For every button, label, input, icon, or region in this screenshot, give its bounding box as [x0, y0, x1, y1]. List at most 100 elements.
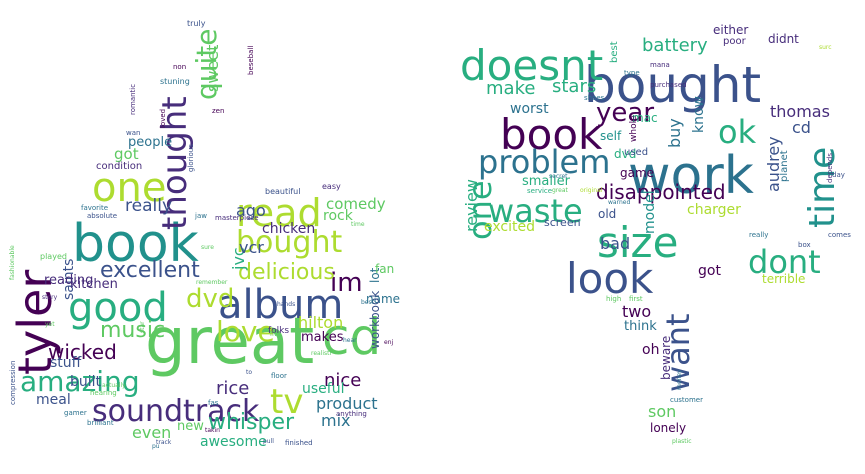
positive-word-cloud: book great good cd tyler album soundtrack one th… [0, 0, 432, 474]
cloud-word: first [629, 295, 643, 303]
cloud-word: cd [792, 118, 811, 137]
cloud-word: high [606, 295, 622, 303]
cloud-word: album [218, 282, 344, 328]
cloud-word: mana [650, 61, 670, 69]
cloud-word: two [622, 302, 652, 321]
cloud-word: make [486, 78, 536, 99]
cloud-word: old [598, 207, 617, 221]
cloud-word: hilton [298, 313, 344, 332]
cloud-word: wan [126, 129, 141, 137]
cloud-word: book [72, 214, 199, 274]
cloud-word: jaw [195, 212, 207, 220]
cloud-word: lonely [650, 421, 687, 435]
cloud-word: plastic [672, 438, 692, 445]
cloud-word: compression [9, 360, 17, 405]
cloud-word: kitchen [70, 277, 118, 292]
cloud-word: hear [343, 337, 357, 344]
cloud-word: know [691, 96, 707, 133]
cloud-word: great [552, 187, 568, 194]
cloud-word: loved [159, 108, 167, 128]
cloud-word: look [566, 254, 654, 303]
cloud-word: comes [828, 231, 851, 239]
cloud-word: secret [549, 173, 568, 180]
cloud-word: vcr [239, 238, 264, 257]
cloud-word: awesome [200, 434, 267, 450]
cloud-word: story [42, 294, 58, 301]
cloud-word: dvd [614, 147, 637, 161]
cloud-word: whisper [208, 410, 295, 435]
cloud-word: mac [632, 111, 658, 125]
cloud-word: enj [384, 339, 394, 346]
cloud-word: soundtrack [92, 394, 260, 429]
cloud-word: sure [201, 244, 214, 251]
cloud-word: poor [723, 36, 746, 47]
cloud-word: self [600, 129, 622, 143]
cloud-word: oh [642, 342, 660, 358]
cloud-word: built [70, 374, 102, 390]
cloud-word: size [597, 218, 679, 267]
cloud-word: favorite [81, 204, 109, 212]
cloud-word: review [462, 179, 481, 232]
cloud-word: best [609, 41, 620, 63]
cloud-word: sweet [203, 44, 222, 92]
cloud-word: actually [102, 382, 126, 389]
cloud-word: meal [36, 392, 71, 408]
cloud-word: either [713, 23, 749, 37]
cloud-word: year [596, 98, 655, 128]
cloud-word: comedy [326, 195, 386, 213]
cloud-word: problem [478, 143, 611, 181]
cloud-word: excellent [100, 258, 200, 283]
cloud-word: non [173, 63, 187, 71]
cloud-word: folks [268, 326, 290, 336]
cloud-word: played [40, 252, 67, 261]
cloud-word: im [330, 268, 363, 298]
cloud-word: one [92, 165, 167, 211]
cloud-word: love [216, 315, 275, 348]
cloud-word: buy [665, 118, 684, 148]
cloud-word: beware [659, 335, 673, 380]
cloud-word: service [527, 187, 553, 195]
cloud-word: makes [301, 330, 344, 345]
cloud-word: work [628, 146, 754, 206]
cloud-word: got [698, 263, 721, 279]
cloud-word: bad [600, 234, 631, 253]
cloud-word: glorious [187, 144, 195, 172]
cloud-word: bought [584, 56, 762, 114]
cloud-word: box [798, 241, 811, 249]
cloud-word: fashionable [9, 245, 16, 280]
cloud-word: original [580, 187, 603, 194]
cloud-word: customer [670, 396, 703, 404]
cloud-word: new [177, 419, 204, 434]
cloud-word: time [802, 146, 843, 228]
cloud-word: rock [323, 208, 353, 224]
cloud-word: read [236, 191, 322, 235]
cloud-word: worst [510, 101, 549, 117]
cloud-word: track [156, 439, 172, 446]
cloud-word: battery [642, 35, 708, 56]
cloud-word: dont [748, 243, 821, 281]
cloud-word: anything [336, 410, 367, 418]
cloud-word: ok [718, 113, 757, 151]
cloud-word: remember [196, 279, 228, 286]
cloud-word: good [68, 285, 168, 331]
cloud-word: really [749, 231, 769, 239]
cloud-word: useful [302, 381, 345, 397]
cloud-word: zen [212, 107, 225, 115]
cloud-word: got [114, 145, 139, 163]
cloud-word: wicked [48, 340, 117, 364]
cloud-word: takin [205, 427, 220, 434]
cloud-word: planet [779, 150, 790, 182]
cloud-word: people [128, 135, 173, 150]
cloud-word: best [361, 299, 374, 306]
cloud-word: fas [208, 399, 219, 407]
cloud-word: didnt [768, 32, 799, 46]
cloud-word: product [316, 394, 378, 413]
cloud-word: think [624, 319, 657, 334]
cloud-word: masterpiece [215, 214, 259, 222]
cloud-word: whole [629, 115, 639, 142]
cloud-word: stuning [160, 77, 190, 86]
cloud-word: name [366, 292, 401, 306]
negative-word-cloud: bought work doesnt book one size look problem wa… [432, 0, 865, 474]
cloud-word: beautiful [265, 187, 301, 196]
cloud-word: warned [608, 199, 631, 206]
